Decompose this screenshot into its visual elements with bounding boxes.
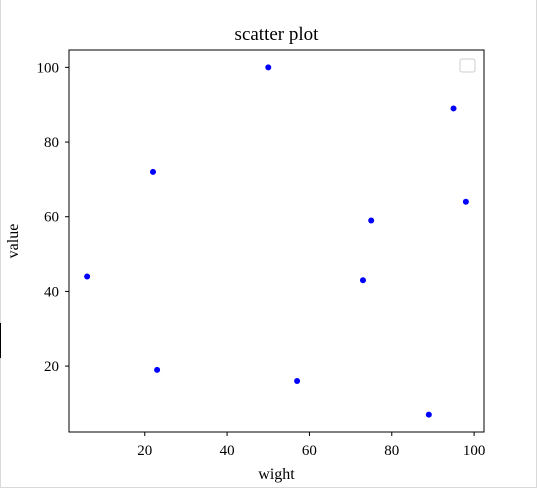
window-border-left (0, 0, 1, 488)
y-axis-ticks: 20 40 60 80 100 (37, 60, 69, 375)
x-tick-label: 20 (137, 443, 152, 459)
y-tick-label: 40 (44, 284, 59, 300)
data-point (425, 411, 432, 418)
x-tick-label: 60 (302, 443, 317, 459)
data-point (462, 198, 469, 205)
data-point (154, 366, 161, 373)
y-tick-label: 60 (44, 210, 59, 226)
data-point (84, 273, 91, 280)
y-tick-label: 20 (44, 359, 59, 375)
x-tick-label: 80 (384, 443, 399, 459)
x-tick-label: 40 (220, 443, 235, 459)
plot-frame (68, 49, 485, 433)
data-point (368, 217, 375, 224)
data-point (265, 64, 272, 71)
data-point (450, 105, 457, 112)
legend-box (459, 58, 476, 73)
y-axis-label: value (5, 224, 22, 259)
plot-area-background (69, 50, 484, 432)
data-points (84, 64, 469, 418)
x-axis-label: wight (258, 466, 295, 483)
data-point (294, 378, 301, 385)
y-tick-label: 80 (44, 135, 59, 151)
data-point (359, 277, 366, 284)
x-axis-ticks: 20 40 60 80 100 (137, 432, 485, 459)
chart-title: scatter plot (235, 24, 320, 45)
data-point (149, 168, 156, 175)
splitter-handle[interactable] (0, 323, 1, 358)
y-tick-label: 100 (37, 60, 60, 76)
x-tick-label: 100 (463, 443, 486, 459)
